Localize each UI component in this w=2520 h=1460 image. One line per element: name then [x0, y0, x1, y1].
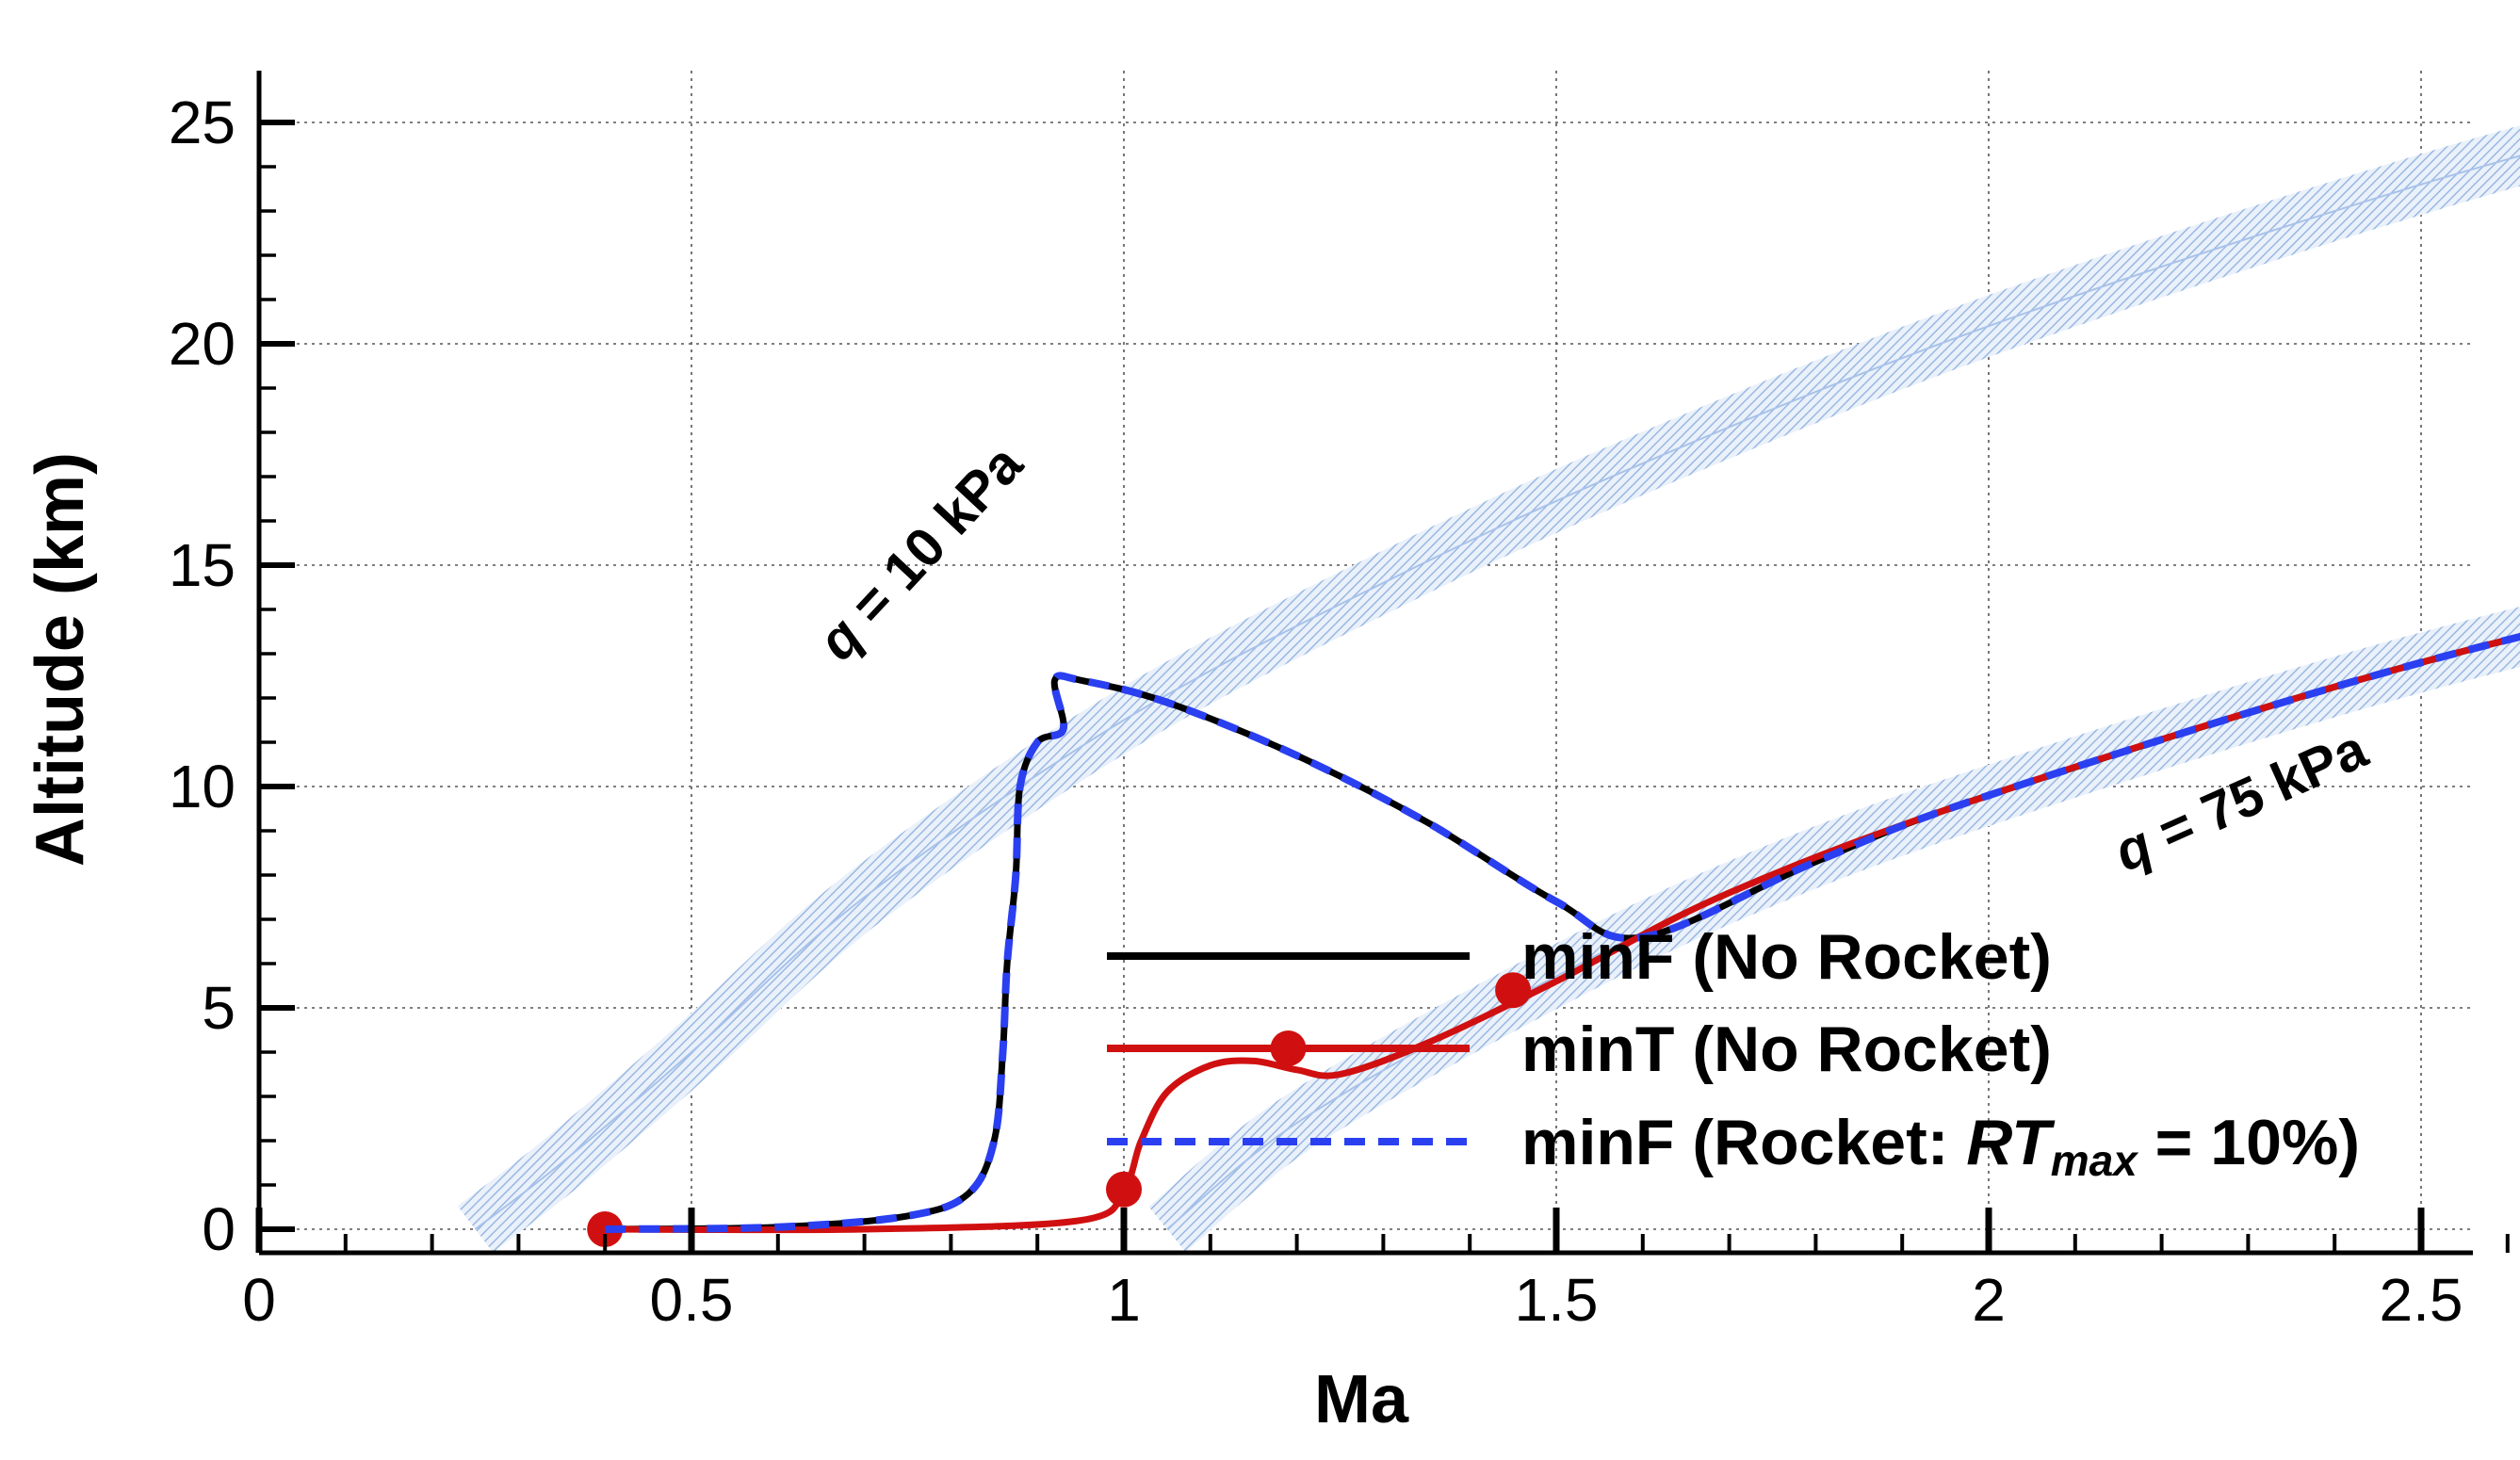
x-tick-label-3: 1.5	[1515, 1266, 1599, 1334]
grid	[259, 71, 2473, 1253]
x-tick-label-2: 1	[1107, 1266, 1141, 1334]
legend-label-main: minF	[1521, 921, 1674, 993]
legend-label-rest: (No Rocket)	[1674, 921, 2051, 993]
x-tick-label-0: 0	[242, 1266, 276, 1334]
y-tick-label-2: 10	[169, 753, 236, 820]
band-label-value: = 10 kPa	[829, 433, 1034, 648]
x-tick-label-5: 2.5	[2380, 1266, 2463, 1334]
series-line-2	[601, 633, 2520, 1234]
legend-marker-1	[1270, 1030, 1307, 1066]
y-tick-label-4: 20	[169, 310, 236, 378]
axes: 00.511.522.533.544.550510152025	[169, 71, 2510, 1334]
y-tick-label-1: 5	[202, 974, 236, 1042]
series-marker-2	[1495, 972, 1532, 1009]
legend-label-main: minF	[1521, 1107, 1674, 1178]
x-tick-label-4: 2	[1972, 1266, 2006, 1334]
x-tick-label-1: 0.5	[650, 1266, 734, 1334]
legend-label-subscript: max	[2051, 1136, 2139, 1185]
legend-label-end: = 10%)	[2138, 1107, 2360, 1178]
legend-label-2: minF (Rocket: RTmax = 10%)	[1521, 1107, 2360, 1185]
dynamic-pressure-bands	[457, 125, 2520, 1253]
legend-label-rest: (No Rocket)	[1674, 1014, 2051, 1085]
series-marker-1	[1106, 1171, 1142, 1208]
y-tick-label-5: 25	[169, 89, 236, 156]
series-line-3	[605, 632, 2520, 1233]
y-axis-title: Altitude (km)	[23, 452, 98, 867]
legend: minF (No Rocket)minT (No Rocket)minF (Ro…	[1107, 921, 2360, 1185]
legend-label-1: minT (No Rocket)	[1521, 1014, 2052, 1085]
pressure-band-0	[457, 125, 2520, 1253]
trajectory-series	[587, 632, 2520, 1247]
legend-label-italic: RT	[1966, 1107, 2056, 1178]
x-axis-title: Ma	[1314, 1362, 1409, 1437]
band-label-0: q = 10 kPa	[806, 433, 1035, 673]
pressure-band-center-0	[474, 154, 2520, 1230]
y-tick-label-0: 0	[202, 1195, 236, 1263]
legend-label-main: minT	[1521, 1014, 1674, 1085]
y-tick-label-3: 15	[169, 531, 236, 599]
legend-label-rest: (Rocket:	[1674, 1107, 1966, 1178]
legend-label-0: minF (No Rocket)	[1521, 921, 2052, 993]
